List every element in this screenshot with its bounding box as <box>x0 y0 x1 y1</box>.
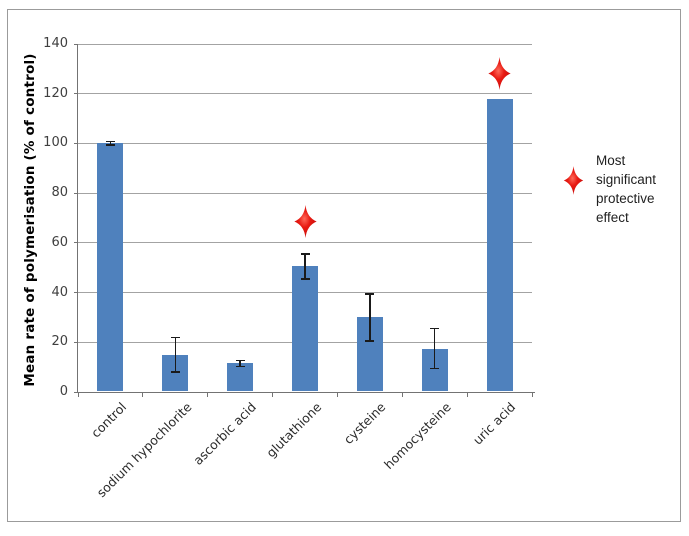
error-bar <box>174 337 177 373</box>
y-tick-label: 40 <box>51 284 68 300</box>
error-bar-cap <box>235 365 245 368</box>
axis-tick <box>74 341 78 343</box>
legend-label-line: significant <box>596 172 657 187</box>
error-bar-cap <box>430 367 440 370</box>
gridline <box>78 242 532 244</box>
y-axis-line <box>77 44 79 393</box>
error-bar <box>369 293 371 342</box>
axis-tick <box>466 392 468 397</box>
y-tick-label: 0 <box>59 384 68 399</box>
error-bar-cap <box>365 340 375 342</box>
error-bar-cap <box>300 278 310 280</box>
significance-star-icon <box>486 57 513 94</box>
bar-glutathione <box>292 266 318 391</box>
x-axis-line <box>77 391 535 393</box>
y-tick-label: 140 <box>43 36 68 51</box>
axis-tick <box>74 142 78 144</box>
error-bar-cap <box>365 293 375 295</box>
error-bar <box>109 141 112 146</box>
axis-tick <box>77 392 79 397</box>
axis-tick <box>336 392 338 397</box>
legend-label-line: effect <box>596 210 629 225</box>
y-tick-label: 60 <box>51 234 68 250</box>
legend-star-icon <box>563 166 584 195</box>
error-bar <box>239 360 241 367</box>
bar-uric-acid <box>486 98 513 391</box>
axis-tick <box>74 43 78 45</box>
y-tick-label: 120 <box>43 85 68 101</box>
axis-tick <box>74 192 78 194</box>
bar-ascorbic-acid <box>227 363 254 391</box>
error-bar-cap <box>300 253 310 255</box>
gridline <box>78 192 532 194</box>
y-tick-label: 80 <box>51 185 68 201</box>
error-bar <box>433 328 436 369</box>
legend-label-line: protective <box>596 191 655 206</box>
axis-tick <box>401 392 403 397</box>
axis-tick <box>74 391 78 393</box>
gridline <box>78 142 532 144</box>
error-bar-cap <box>105 144 115 146</box>
significance-star-icon <box>292 205 319 242</box>
error-bar-cap <box>170 336 180 339</box>
gridline <box>78 93 532 95</box>
error-bar-cap <box>235 359 245 362</box>
legend-label-line: Most <box>596 153 626 168</box>
axis-tick <box>74 292 78 294</box>
axis-tick <box>74 242 78 244</box>
gridline <box>78 43 532 45</box>
axis-tick <box>74 93 78 95</box>
error-bar <box>304 254 306 279</box>
error-bar-cap <box>105 140 115 143</box>
error-bar-cap <box>430 327 440 330</box>
legend-label: Most significant protective effect <box>596 151 686 227</box>
axis-tick <box>207 392 209 397</box>
error-bar-cap <box>170 371 180 373</box>
bar-control <box>97 143 124 391</box>
axis-tick <box>142 392 144 397</box>
y-tick-label: 100 <box>43 135 68 151</box>
axis-tick <box>272 392 274 397</box>
y-tick-label: 20 <box>51 334 68 350</box>
axis-tick <box>531 392 533 397</box>
